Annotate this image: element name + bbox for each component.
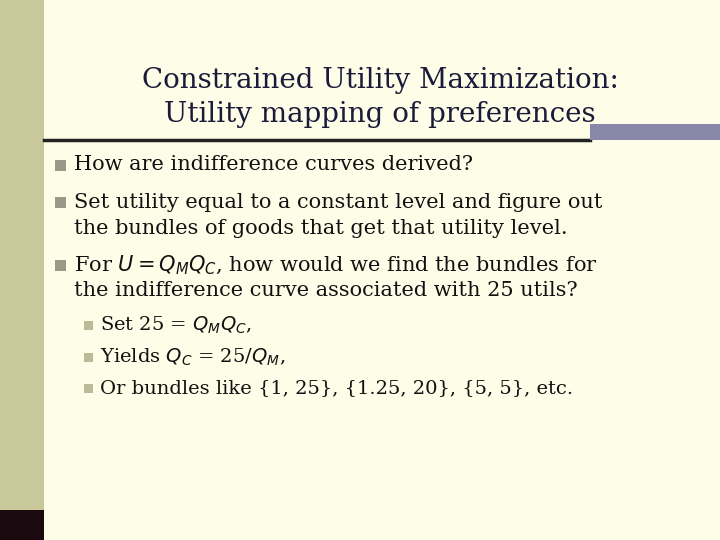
Bar	[84, 353, 92, 361]
Bar	[55, 260, 66, 271]
Text: Yields $\mathit{Q}_C$ = 25/$\mathit{Q}_M$,: Yields $\mathit{Q}_C$ = 25/$\mathit{Q}_M…	[100, 346, 285, 368]
Text: Or bundles like {1, 25}, {1.25, 20}, {5, 5}, etc.: Or bundles like {1, 25}, {1.25, 20}, {5,…	[100, 379, 573, 397]
Text: Set 25 = $\mathit{Q}_M\mathit{Q}_C$,: Set 25 = $\mathit{Q}_M\mathit{Q}_C$,	[100, 314, 252, 336]
Bar	[84, 321, 92, 329]
Text: the indifference curve associated with 25 utils?: the indifference curve associated with 2…	[74, 280, 577, 300]
Bar	[55, 197, 66, 207]
Text: Set utility equal to a constant level and figure out: Set utility equal to a constant level an…	[74, 192, 603, 212]
Bar	[590, 124, 720, 140]
Bar	[84, 383, 92, 393]
Bar	[0, 510, 44, 540]
Bar	[55, 159, 66, 171]
Text: the bundles of goods that get that utility level.: the bundles of goods that get that utili…	[74, 219, 567, 238]
Text: Constrained Utility Maximization:: Constrained Utility Maximization:	[142, 66, 618, 93]
Bar	[0, 0, 44, 510]
Text: For $\mathit{U} = \mathit{Q}_M\mathit{Q}_C$, how would we find the bundles for: For $\mathit{U} = \mathit{Q}_M\mathit{Q}…	[74, 253, 598, 276]
Text: Utility mapping of preferences: Utility mapping of preferences	[164, 102, 596, 129]
Text: How are indifference curves derived?: How are indifference curves derived?	[74, 156, 473, 174]
